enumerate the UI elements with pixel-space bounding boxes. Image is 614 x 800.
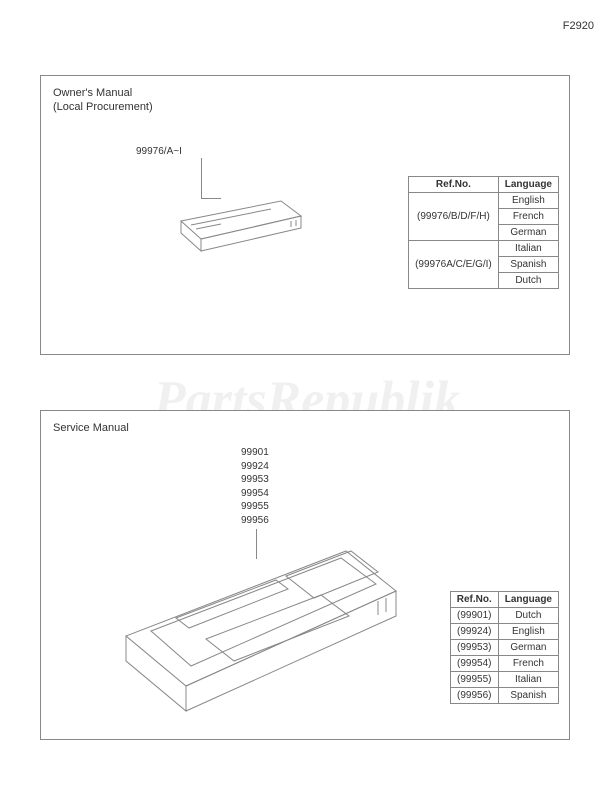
service-ref-5: (99956) — [450, 688, 498, 704]
owner-callout-label: 99976/A~I — [136, 146, 182, 157]
service-ref-4: (99955) — [450, 672, 498, 688]
owner-book-illustration — [161, 191, 311, 261]
owner-lang-1-2: Dutch — [498, 273, 558, 289]
stack-code-3: 99954 — [241, 487, 269, 501]
owner-ref-0: (99976/B/D/F/H) — [409, 193, 499, 241]
owner-lang-0-0: English — [498, 193, 558, 209]
service-lang-3: French — [498, 656, 558, 672]
stack-code-5: 99956 — [241, 514, 269, 528]
service-th-ref: Ref.No. — [450, 592, 498, 608]
service-ref-table: Ref.No. Language (99901) Dutch (99924) E… — [450, 591, 559, 704]
service-lang-2: German — [498, 640, 558, 656]
owner-th-ref: Ref.No. — [409, 177, 499, 193]
stack-code-1: 99924 — [241, 460, 269, 474]
service-th-lang: Language — [498, 592, 558, 608]
service-lang-0: Dutch — [498, 608, 558, 624]
service-lang-1: English — [498, 624, 558, 640]
service-ref-2: (99953) — [450, 640, 498, 656]
stack-code-0: 99901 — [241, 446, 269, 460]
service-manual-panel: Service Manual 99901 99924 99953 99954 9… — [40, 410, 570, 740]
service-lang-4: Italian — [498, 672, 558, 688]
owner-lang-1-1: Spanish — [498, 257, 558, 273]
stack-code-2: 99953 — [241, 473, 269, 487]
owner-title-line2: (Local Procurement) — [53, 101, 153, 113]
owner-lang-0-2: German — [498, 225, 558, 241]
owner-th-lang: Language — [498, 177, 558, 193]
owner-lang-0-1: French — [498, 209, 558, 225]
owner-ref-1: (99976A/C/E/G/I) — [409, 241, 499, 289]
owner-title: Owner's Manual (Local Procurement) — [53, 86, 153, 115]
service-title: Service Manual — [53, 421, 129, 435]
service-book-illustration — [96, 536, 406, 721]
service-ref-1: (99924) — [450, 624, 498, 640]
stack-code-4: 99955 — [241, 500, 269, 514]
owner-manual-panel: Owner's Manual (Local Procurement) 99976… — [40, 75, 570, 355]
owner-title-line1: Owner's Manual — [53, 87, 132, 99]
service-stack-labels: 99901 99924 99953 99954 99955 99956 — [241, 446, 269, 527]
page-code: F2920 — [563, 20, 594, 32]
owner-ref-table: Ref.No. Language (99976/B/D/F/H) English… — [408, 176, 559, 289]
service-ref-0: (99901) — [450, 608, 498, 624]
service-ref-3: (99954) — [450, 656, 498, 672]
service-lang-5: Spanish — [498, 688, 558, 704]
owner-lang-1-0: Italian — [498, 241, 558, 257]
